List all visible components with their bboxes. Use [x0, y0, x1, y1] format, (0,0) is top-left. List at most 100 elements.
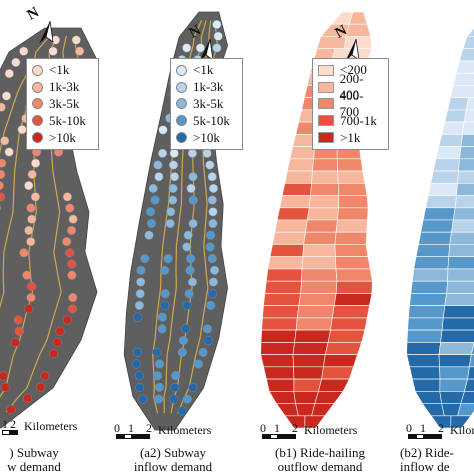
taxi-zone [336, 158, 364, 172]
taxi-zone [260, 329, 297, 343]
taxi-zone [439, 378, 468, 392]
scale-unit: Kilometers [304, 423, 358, 437]
station-marker [207, 289, 218, 299]
legend-swatch [176, 98, 187, 110]
scale-tick: 1 [274, 421, 280, 435]
taxi-zone [459, 146, 474, 160]
station-marker [202, 148, 212, 158]
scale-tick: 0 [114, 421, 120, 435]
panel-a2-subway-inflow: N <1k 1k-3k 3k-5k 5k-10k >10k 0 1 2 Kilometers … [112, 0, 243, 474]
station-marker [0, 205, 1, 211]
legend-item: 3k-5k [32, 96, 92, 113]
station-marker [134, 300, 144, 310]
caption-a1: ) Subway w demand [0, 446, 74, 474]
north-arrow-b1: N [332, 22, 360, 62]
station-marker [157, 312, 167, 322]
station-marker [210, 265, 220, 275]
station-marker [188, 195, 198, 205]
taxi-zone [425, 195, 457, 209]
legend-item: 3k-5k [176, 96, 236, 113]
legend-swatch [176, 64, 187, 76]
station-marker [65, 203, 75, 213]
taxi-zone [284, 170, 313, 184]
scale-bar-a1: 1 2 Kilometers [2, 417, 77, 435]
scale-tick: 2 [146, 421, 152, 435]
taxi-zone [421, 403, 445, 417]
legend-a2: <1k 1k-3k 3k-5k 5k-10k >10k [170, 58, 243, 150]
north-arrow-a1: N [24, 4, 54, 44]
caption-b2-line1: (b2) Ride- [400, 445, 454, 460]
legend-item: <1k [32, 62, 92, 79]
caption-b2: (b2) Ride- inflow de [400, 446, 474, 474]
station-marker [146, 218, 156, 229]
station-marker [158, 125, 168, 135]
taxi-zone [294, 329, 331, 343]
station-marker [188, 218, 198, 229]
legend-item: 1k-3k [32, 79, 92, 96]
taxi-zone [335, 268, 373, 282]
station-marker [26, 293, 36, 303]
taxi-zone [457, 170, 474, 184]
legend-swatch [32, 81, 43, 93]
station-marker [152, 371, 162, 381]
taxi-zone [459, 48, 474, 62]
station-marker [154, 359, 165, 369]
legend-item: >1k [318, 129, 382, 146]
station-marker [153, 160, 163, 170]
station-marker [36, 382, 46, 392]
taxi-zone [303, 231, 337, 245]
legend-label: >10k [193, 129, 220, 145]
taxi-zone [335, 219, 368, 233]
station-marker [182, 300, 192, 310]
taxi-zone [334, 244, 369, 258]
taxi-zone [275, 403, 299, 417]
station-marker [148, 183, 158, 193]
taxi-zone [338, 195, 369, 209]
station-marker [169, 148, 179, 158]
legend-b1: <200 200-400 400-700 700-1k >1k [312, 58, 389, 150]
taxi-zone [462, 36, 474, 50]
station-marker [0, 102, 6, 112]
legend-swatch [32, 132, 43, 144]
taxi-zone [447, 97, 469, 111]
taxi-zone [292, 342, 329, 355]
station-marker [19, 46, 29, 56]
station-marker [136, 265, 146, 275]
taxi-zone [435, 146, 462, 160]
station-marker [27, 281, 37, 291]
legend-swatch [32, 64, 43, 76]
taxi-zone [466, 27, 474, 37]
station-marker [208, 183, 219, 193]
legend-item: <200 [318, 62, 382, 79]
station-marker [186, 254, 196, 264]
taxi-zone [324, 342, 363, 355]
taxi-zone [447, 268, 474, 282]
taxi-zone [261, 317, 298, 331]
taxi-zone [465, 97, 474, 111]
station-marker [181, 324, 191, 334]
station-marker [144, 230, 154, 240]
taxi-zone [406, 329, 443, 343]
subway-line [0, 35, 51, 154]
legend-swatch [32, 98, 43, 110]
station-marker [140, 254, 150, 264]
station-marker [187, 148, 197, 158]
legend-swatch [318, 98, 334, 110]
manhattan-map-b2 [406, 27, 474, 429]
legend-item: 5k-10k [176, 112, 236, 129]
taxi-zone [264, 280, 302, 294]
taxi-zone [293, 378, 322, 392]
taxi-zone [432, 158, 460, 172]
north-arrow-icon-a1 [39, 20, 54, 44]
station-marker [71, 35, 81, 45]
taxi-zone [456, 183, 474, 196]
station-marker [171, 371, 181, 381]
station-marker [198, 347, 208, 357]
taxi-zone [318, 378, 350, 392]
taxi-zone [267, 256, 304, 270]
taxi-zone [411, 268, 449, 282]
scale-unit: Kilometers [158, 423, 212, 437]
station-marker [133, 312, 143, 322]
taxi-zone [276, 207, 310, 221]
